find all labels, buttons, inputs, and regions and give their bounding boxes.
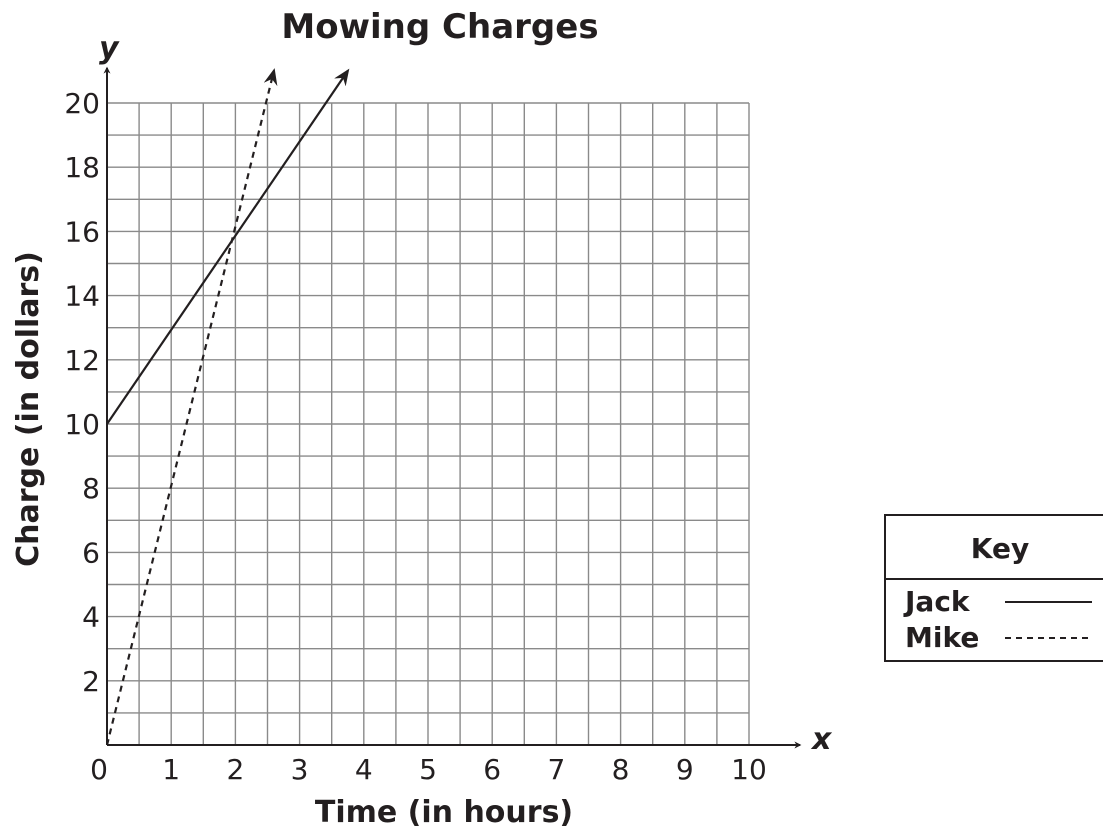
legend-label-jack: Jack — [903, 585, 971, 618]
x-tick-label: 2 — [226, 753, 244, 786]
x-variable-label: x — [810, 722, 833, 757]
y-tick-label: 10 — [64, 408, 100, 441]
series-line-jack — [106, 68, 350, 425]
x-tick-label: 4 — [355, 753, 373, 786]
axes — [103, 66, 802, 749]
y-tick-label: 14 — [64, 280, 100, 313]
x-tick-label: 7 — [547, 753, 565, 786]
series-line-mike — [105, 68, 278, 746]
x-tick-label: 9 — [676, 753, 694, 786]
chart-title: Mowing Charges — [281, 7, 598, 47]
y-tick-label: 20 — [64, 87, 100, 120]
grid — [107, 102, 750, 745]
x-tick-labels: 0 1 2 3 4 5 6 7 8 9 10 — [90, 753, 767, 786]
y-tick-label: 18 — [64, 151, 100, 184]
x-tick-label: 6 — [483, 753, 501, 786]
y-tick-label: 12 — [64, 344, 100, 377]
y-tick-label: 8 — [82, 472, 100, 505]
x-axis-title: Time (in hours) — [315, 795, 573, 830]
y-tick-labels: 2 4 6 8 10 12 14 16 18 20 — [64, 87, 100, 698]
legend-label-mike: Mike — [905, 621, 979, 654]
x-tick-label: 0 — [90, 753, 108, 786]
legend-box — [884, 514, 1103, 662]
y-tick-label: 6 — [82, 536, 100, 569]
x-tick-label: 3 — [291, 753, 309, 786]
y-axis-title: Charge (in dollars) — [11, 251, 46, 567]
x-tick-label: 8 — [612, 753, 630, 786]
x-tick-label: 10 — [731, 753, 767, 786]
y-variable-label: y — [99, 31, 120, 66]
y-tick-label: 16 — [64, 215, 100, 248]
y-tick-label: 2 — [82, 665, 100, 698]
x-tick-label: 5 — [419, 753, 437, 786]
series-layer — [105, 68, 350, 746]
y-tick-label: 4 — [82, 601, 100, 634]
x-tick-label: 1 — [162, 753, 180, 786]
legend-title: Key — [971, 532, 1029, 565]
